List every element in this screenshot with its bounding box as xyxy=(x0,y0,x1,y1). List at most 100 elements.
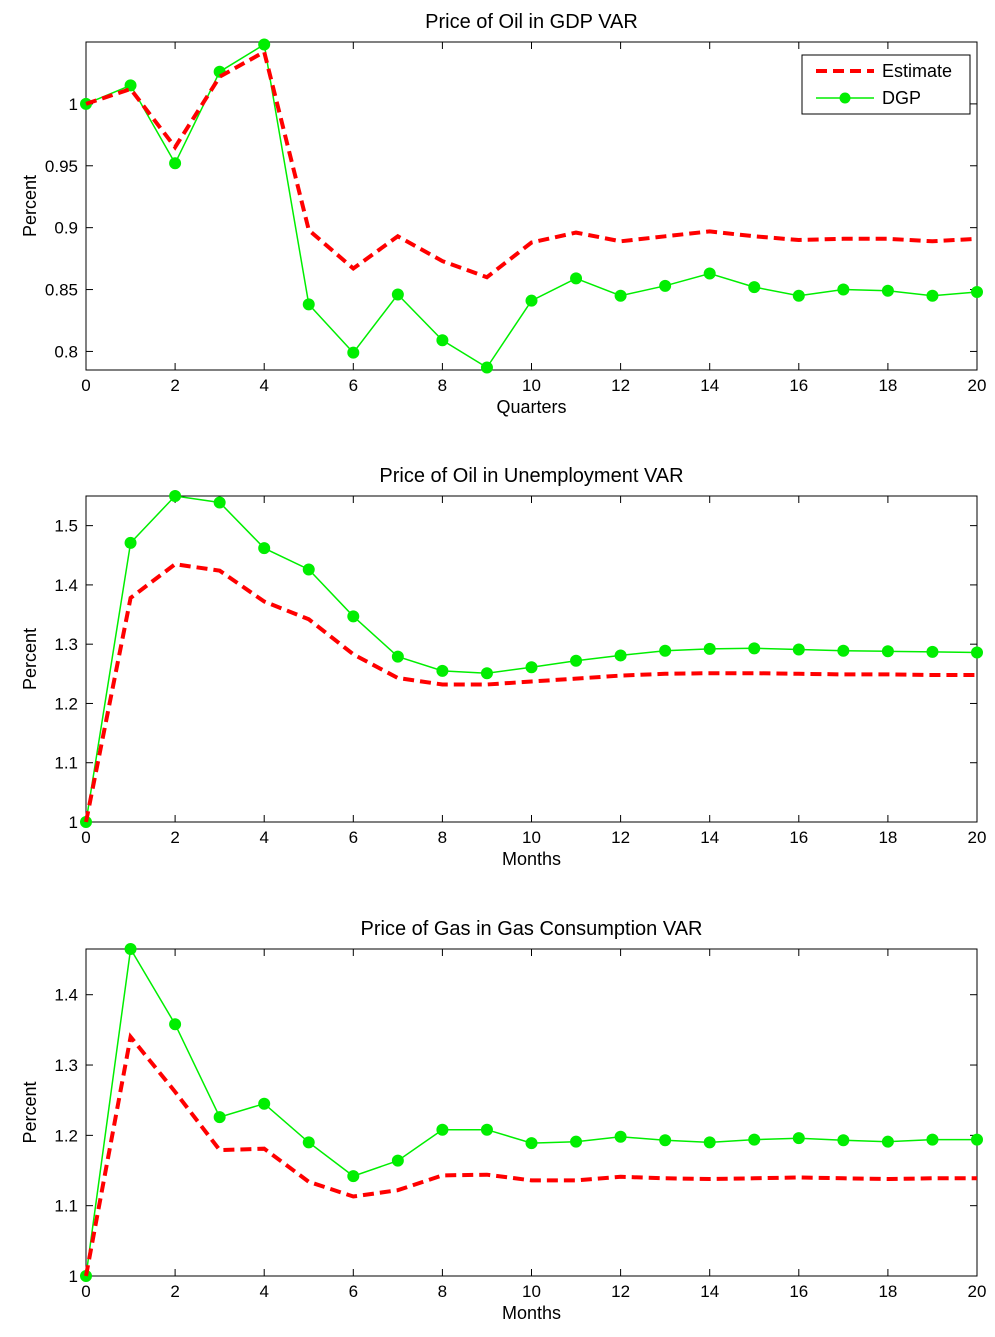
data-point-dgp xyxy=(792,1132,805,1145)
data-point-dgp xyxy=(659,644,672,657)
chart-title: Price of Oil in Unemployment VAR xyxy=(379,465,683,487)
data-point-dgp xyxy=(391,288,404,301)
data-point-dgp xyxy=(391,650,404,663)
y-tick-label: 1.1 xyxy=(54,754,78,773)
x-tick-label: 8 xyxy=(438,828,447,847)
y-tick-label: 1 xyxy=(69,813,78,832)
data-point-dgp xyxy=(837,283,850,296)
x-tick-label: 16 xyxy=(789,376,808,395)
data-point-dgp xyxy=(124,943,137,955)
data-point-dgp xyxy=(480,1123,493,1136)
x-tick-label: 2 xyxy=(170,828,179,847)
x-tick-label: 16 xyxy=(789,828,808,847)
x-tick-label: 6 xyxy=(349,376,358,395)
x-tick-label: 14 xyxy=(700,1282,719,1301)
data-point-dgp xyxy=(614,289,627,302)
data-point-dgp xyxy=(347,610,360,623)
x-tick-label: 6 xyxy=(349,828,358,847)
data-point-dgp xyxy=(525,294,538,307)
data-point-dgp xyxy=(881,1135,894,1148)
series-line-estimate xyxy=(84,562,977,823)
y-axis-label: Percent xyxy=(20,1081,40,1143)
y-tick-label: 0.8 xyxy=(54,342,78,361)
x-tick-label: 10 xyxy=(522,828,541,847)
data-point-dgp xyxy=(169,1018,182,1031)
x-tick-label: 18 xyxy=(878,828,897,847)
data-point-dgp xyxy=(926,645,939,658)
y-tick-label: 1.2 xyxy=(54,1126,78,1145)
x-tick-label: 8 xyxy=(438,376,447,395)
legend-label-dgp: DGP xyxy=(882,88,921,108)
x-tick-label: 4 xyxy=(259,376,268,395)
x-tick-label: 14 xyxy=(700,828,719,847)
data-point-dgp xyxy=(971,646,983,659)
data-point-dgp xyxy=(792,643,805,656)
y-tick-label: 1 xyxy=(69,95,78,114)
data-point-dgp xyxy=(213,1111,226,1124)
data-point-dgp xyxy=(213,496,226,509)
data-point-dgp xyxy=(570,654,583,667)
data-point-dgp xyxy=(659,279,672,292)
chart-title: Price of Oil in GDP VAR xyxy=(425,11,638,33)
x-tick-label: 2 xyxy=(170,376,179,395)
data-point-dgp xyxy=(302,563,315,576)
data-point-dgp xyxy=(347,346,360,359)
data-point-dgp xyxy=(614,649,627,662)
x-tick-label: 12 xyxy=(611,1282,630,1301)
data-point-dgp xyxy=(926,289,939,302)
chart-title: Price of Gas in Gas Consumption VAR xyxy=(361,918,703,940)
data-point-dgp xyxy=(971,286,983,299)
y-axis-label: Percent xyxy=(20,628,40,690)
chart-panel-3: Price of Gas in Gas Consumption VAR 0 2 4 6 8… xyxy=(20,918,986,1323)
data-point-dgp xyxy=(391,1154,404,1167)
data-point-dgp xyxy=(436,1123,449,1136)
x-tick-label: 18 xyxy=(878,1282,897,1301)
legend-box xyxy=(801,54,971,115)
x-axis-label: Quarters xyxy=(496,397,566,417)
x-tick-label: 14 xyxy=(700,376,719,395)
data-point-dgp xyxy=(792,289,805,302)
x-tick-label: 18 xyxy=(878,376,897,395)
x-axis-label: Months xyxy=(502,849,561,869)
chart-panel-2: Price of Oil in Unemployment VAR 0 2 4 6 8 10 1… xyxy=(20,465,986,869)
data-point-dgp xyxy=(748,281,761,294)
y-tick-label: 1.1 xyxy=(54,1197,78,1216)
data-point-dgp xyxy=(703,267,716,280)
x-tick-label: 6 xyxy=(349,1282,358,1301)
data-point-dgp xyxy=(169,157,182,170)
y-tick-label: 1.3 xyxy=(54,635,78,654)
data-point-dgp xyxy=(703,642,716,655)
data-point-dgp xyxy=(302,1136,315,1149)
legend-label-estimate: Estimate xyxy=(882,61,952,81)
data-point-dgp xyxy=(748,642,761,655)
y-axis-label: Percent xyxy=(20,175,40,237)
x-tick-label: 12 xyxy=(611,828,630,847)
chart-panel-1: Price of Oil in GDP VAR 0 2 4 6 8 10 12 14 16 18 20… xyxy=(20,11,986,417)
x-tick-label: 10 xyxy=(522,1282,541,1301)
data-point-dgp xyxy=(881,645,894,658)
data-point-dgp xyxy=(748,1133,761,1146)
y-tick-label: 0.85 xyxy=(45,281,78,300)
data-point-dgp xyxy=(480,361,493,374)
data-point-dgp xyxy=(124,536,137,549)
x-tick-label: 16 xyxy=(789,1282,808,1301)
x-tick-label: 0 xyxy=(81,828,90,847)
y-tick-label: 0.9 xyxy=(54,219,78,238)
y-tick-label: 1.4 xyxy=(54,576,78,595)
data-point-dgp xyxy=(971,1133,983,1146)
y-tick-label: 1 xyxy=(69,1267,78,1286)
data-point-dgp xyxy=(659,1134,672,1147)
x-tick-label: 20 xyxy=(968,376,987,395)
x-tick-label: 8 xyxy=(438,1282,447,1301)
data-point-dgp xyxy=(436,334,449,347)
data-point-dgp xyxy=(570,1135,583,1148)
data-point-dgp xyxy=(258,1097,271,1110)
data-point-dgp xyxy=(169,490,182,502)
y-tick-label: 1.5 xyxy=(54,517,78,536)
data-point-dgp xyxy=(525,661,538,674)
x-tick-label: 4 xyxy=(259,1282,268,1301)
data-point-dgp xyxy=(570,272,583,285)
data-point-dgp xyxy=(525,1137,538,1150)
x-tick-label: 4 xyxy=(259,828,268,847)
